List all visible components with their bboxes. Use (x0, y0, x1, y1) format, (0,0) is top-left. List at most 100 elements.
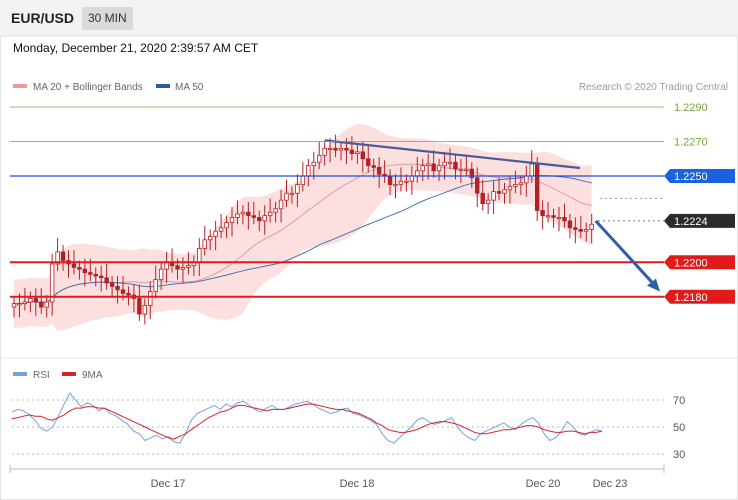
candle-body (88, 272, 93, 275)
price-level-tag (664, 213, 735, 228)
candle (567, 213, 573, 239)
candle-body (82, 268, 88, 273)
candle (224, 215, 229, 239)
candle-body (284, 192, 289, 201)
candle-body (142, 304, 147, 315)
forecast-arrow-head (647, 278, 660, 292)
candle (469, 162, 474, 189)
candle (229, 207, 235, 237)
candle (540, 200, 545, 230)
candle-body (33, 298, 38, 303)
x-tick-label: Dec 17 (151, 478, 186, 490)
candle-body (218, 227, 224, 232)
candle-body (289, 192, 295, 195)
candle (322, 141, 327, 166)
candle-body (17, 303, 22, 306)
candle (545, 201, 551, 223)
candle-body (535, 163, 540, 211)
candle (376, 157, 382, 189)
price-levels: 1.2290 1.2270 1.2250 1.2224 1.2200 1.2180 (10, 102, 735, 304)
timestamp: Monday, December 21, 2020 2:39:57 AM CET (13, 41, 259, 55)
candle (273, 201, 278, 223)
candle (109, 276, 115, 297)
timeframe-button[interactable]: 30 MIN (82, 7, 133, 30)
candle (22, 288, 28, 311)
candle-body (311, 161, 316, 167)
candle-body (197, 248, 202, 263)
price-level-tag (664, 289, 735, 304)
candle-body (240, 211, 246, 215)
candle-body (507, 185, 513, 191)
price-level-label: 1.2180 (674, 292, 708, 304)
candle-body (333, 147, 338, 151)
candle (115, 276, 120, 304)
price-level-target: 1.2290 (10, 102, 708, 114)
candle (11, 296, 17, 318)
candle-body (540, 210, 545, 217)
candle (142, 298, 147, 325)
candle-body (469, 168, 474, 179)
candle (99, 265, 104, 292)
candle-body (104, 277, 109, 284)
candle-body (246, 211, 251, 217)
trend-line (324, 139, 581, 170)
price-level-support: 1.2200 (10, 255, 735, 270)
price-level-tag (664, 169, 735, 183)
candle-body (44, 301, 49, 308)
candle (311, 151, 316, 180)
candle (60, 245, 66, 271)
candle-body (11, 303, 17, 308)
rsi-level-label: 50 (673, 422, 685, 434)
candle-body (366, 158, 371, 167)
candle-body (316, 154, 322, 163)
candle-body (415, 170, 420, 177)
candle-body (207, 235, 213, 241)
forecast-arrow-line (594, 219, 657, 287)
candle (458, 158, 464, 183)
candle-body (371, 165, 376, 168)
candle (202, 226, 207, 256)
price-plot (11, 124, 594, 331)
candle-body (224, 222, 229, 229)
candle (349, 136, 355, 161)
candle (442, 151, 447, 180)
candle-body (109, 282, 115, 287)
candle-body (589, 223, 594, 230)
price-level-label: 1.2200 (674, 257, 708, 269)
candle (425, 153, 431, 180)
candle-body (584, 229, 589, 232)
candle-body (355, 151, 360, 154)
candle (262, 205, 267, 235)
candle (551, 208, 556, 228)
candle-body (158, 268, 164, 280)
candle-body (295, 184, 300, 194)
rsi-line (11, 392, 603, 444)
candle (355, 144, 360, 164)
candle-body (77, 267, 82, 270)
candle-body (175, 265, 180, 270)
candle (360, 141, 365, 173)
candle (480, 179, 485, 211)
candle (82, 258, 88, 287)
candle-body (425, 163, 431, 167)
candle (404, 174, 409, 192)
x-tick-label: Dec 23 (593, 478, 628, 490)
candle (104, 263, 109, 290)
candle (513, 170, 518, 194)
candle-body (556, 216, 562, 219)
candle (584, 222, 589, 242)
price-level-tag (664, 255, 735, 270)
candle-body (164, 261, 169, 270)
candle-body (267, 211, 273, 217)
x-tick-label: Dec 18 (340, 478, 375, 490)
ma50-line (14, 174, 592, 305)
candle-body (431, 163, 436, 172)
candle (44, 295, 49, 318)
candle-body (39, 301, 44, 308)
candle-body (398, 180, 404, 186)
candle-body (491, 191, 496, 201)
price-level-label: 1.2270 (674, 137, 708, 149)
candle (507, 176, 513, 204)
price-level-support: 1.2180 (10, 289, 735, 304)
ma9-legend-swatch (62, 372, 76, 376)
